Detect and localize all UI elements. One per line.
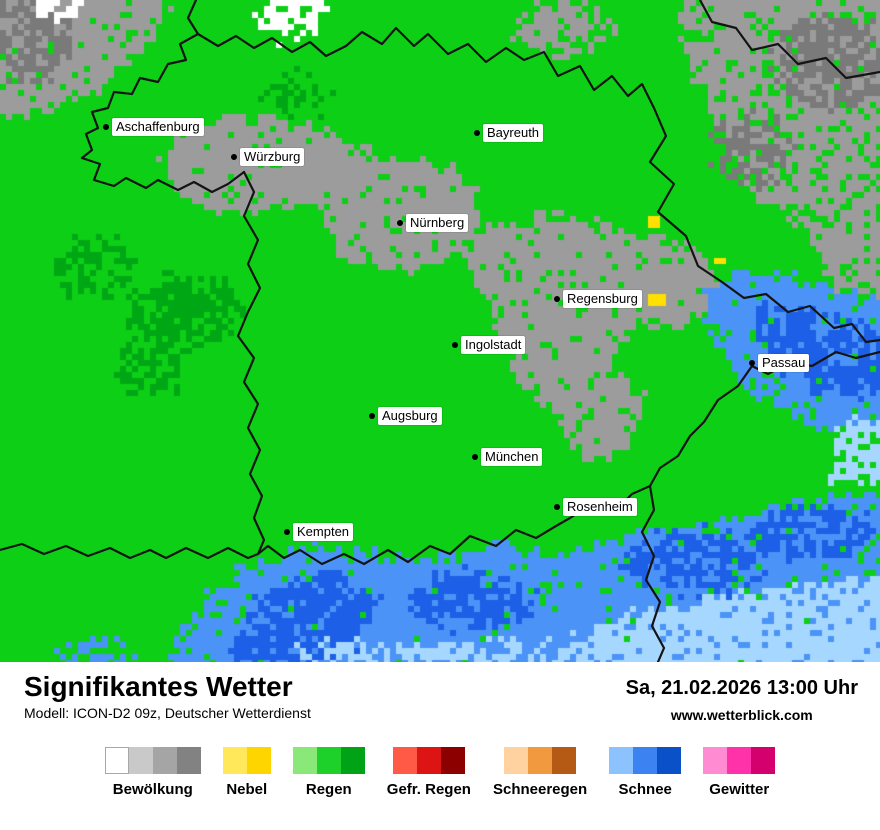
city-label: München [481, 448, 543, 466]
city-dot-icon [397, 220, 403, 226]
city-dot-icon [231, 154, 237, 160]
legend-swatch [504, 747, 529, 774]
border-line [648, 106, 880, 344]
valid-datetime: Sa, 21.02.2026 13:00 Uhr [625, 677, 858, 699]
border-line [80, 0, 200, 160]
legend-swatch [609, 747, 634, 774]
legend-swatch-row [222, 747, 271, 774]
weather-map: Aschaffenburg Würzburg Bayreuth Nürnberg Reg… [0, 0, 880, 662]
legend-swatch [176, 747, 201, 774]
city-label: Bayreuth [483, 124, 544, 142]
footer: Signifikantes Wetter Modell: ICON-D2 09z… [0, 662, 880, 830]
legend-swatch [246, 747, 271, 774]
legend-group: Gewitter [703, 747, 776, 798]
city-label: Augsburg [378, 407, 442, 425]
city-dot-icon [369, 413, 375, 419]
legend-swatch [340, 747, 365, 774]
city-dot-icon [474, 130, 480, 136]
legend-swatch [703, 747, 728, 774]
legend-swatch [633, 747, 658, 774]
city-dot-icon [452, 342, 458, 348]
legend-label: Gewitter [709, 781, 770, 798]
legend-swatch-row [292, 747, 365, 774]
city-marker: Bayreuth [474, 124, 544, 142]
border-line [640, 484, 666, 662]
legend-swatch-row [104, 747, 201, 774]
legend-swatch-row [392, 747, 465, 774]
city-label: Regensburg [563, 290, 642, 308]
footer-right: Sa, 21.02.2026 13:00 Uhr www.wetterblick… [626, 672, 858, 723]
border-line [648, 350, 880, 488]
city-marker: Aschaffenburg [103, 118, 204, 136]
footer-left: Signifikantes Wetter Modell: ICON-D2 09z… [24, 671, 311, 722]
city-label: Würzburg [240, 148, 305, 166]
city-dot-icon [749, 360, 755, 366]
border-line [0, 484, 652, 566]
legend-swatch [528, 747, 553, 774]
city-dot-icon [554, 504, 560, 510]
city-marker: Ingolstadt [452, 336, 526, 354]
legend-swatch [392, 747, 417, 774]
city-label: Kempten [293, 523, 354, 541]
legend-group: Schneeregen [493, 747, 587, 798]
legend-swatch [316, 747, 341, 774]
legend-group: Bewölkung [104, 747, 201, 798]
border-line [236, 170, 266, 556]
city-marker: Regensburg [554, 290, 642, 308]
legend-label: Nebel [226, 781, 268, 798]
legend-label: Bewölkung [112, 781, 193, 798]
city-marker: Augsburg [369, 407, 442, 425]
legend-swatch [657, 747, 682, 774]
border-line [698, 0, 880, 80]
city-dot-icon [284, 529, 290, 535]
city-marker: Rosenheim [554, 498, 637, 516]
website-url: www.wetterblick.com [670, 707, 813, 723]
city-marker: Würzburg [231, 148, 305, 166]
legend-group: Schnee [609, 747, 682, 798]
model-info: Modell: ICON-D2 09z, Deutscher Wetterdie… [24, 705, 311, 722]
legend-swatch [727, 747, 752, 774]
legend-swatch [751, 747, 776, 774]
border-lines-svg [0, 0, 880, 662]
legend-label: Gefr. Regen [386, 781, 471, 798]
city-marker: Passau [749, 354, 810, 372]
legend-swatch [416, 747, 441, 774]
legend-swatch [128, 747, 153, 774]
city-marker: Kempten [284, 523, 354, 541]
legend-swatch [292, 747, 317, 774]
legend: Bewölkung Nebel Regen Gefr. Regen Schneerege… [0, 747, 880, 798]
city-label: Aschaffenburg [112, 118, 204, 136]
city-label: Nürnberg [406, 214, 469, 232]
legend-label: Schnee [618, 781, 672, 798]
border-line [196, 26, 656, 110]
legend-label: Regen [305, 781, 352, 798]
city-label: Rosenheim [563, 498, 637, 516]
city-dot-icon [103, 124, 109, 130]
legend-swatch-row [703, 747, 776, 774]
city-label: Passau [758, 354, 810, 372]
legend-swatch [222, 747, 247, 774]
city-marker: München [472, 448, 543, 466]
legend-swatch-row [504, 747, 577, 774]
legend-swatch [552, 747, 577, 774]
city-dot-icon [554, 296, 560, 302]
legend-group: Gefr. Regen [387, 747, 471, 798]
city-marker: Nürnberg [397, 214, 469, 232]
legend-group: Nebel [222, 747, 271, 798]
page-title: Signifikantes Wetter [24, 671, 293, 702]
city-dot-icon [472, 454, 478, 460]
legend-label: Schneeregen [492, 781, 588, 798]
legend-swatch-row [609, 747, 682, 774]
legend-swatch [104, 747, 129, 774]
legend-swatch [152, 747, 177, 774]
city-label: Ingolstadt [461, 336, 526, 354]
legend-group: Regen [292, 747, 365, 798]
border-line [80, 156, 246, 194]
legend-swatch [440, 747, 465, 774]
